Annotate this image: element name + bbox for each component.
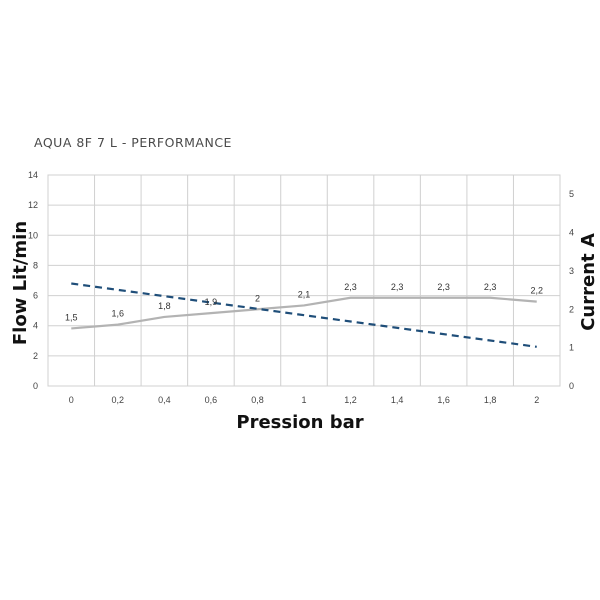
left-axis-ticks: 0 2 4 6 8 10 12 14 (28, 170, 38, 391)
x-tick-label: 2 (534, 395, 539, 405)
right-tick-label: 1 (569, 343, 574, 353)
x-tick-label: 0,6 (205, 395, 218, 405)
data-label: 2,3 (344, 282, 357, 292)
data-labels: 1,5 1,6 1,8 1,9 2 2,1 2,3 2,3 2,3 2,3 2,2 (65, 282, 543, 323)
data-label: 2,1 (298, 289, 311, 299)
data-label: 1,9 (205, 297, 218, 307)
right-tick-label: 4 (569, 228, 574, 238)
x-tick-label: 0,4 (158, 395, 171, 405)
x-tick-label: 1,4 (391, 395, 404, 405)
right-axis-ticks: 0 1 2 3 4 5 (569, 189, 574, 391)
chart-title: AQUA 8F 7 L - PERFORMANCE (34, 135, 232, 150)
x-tick-label: 0,2 (112, 395, 125, 405)
right-tick-label: 5 (569, 189, 574, 199)
left-tick-label: 6 (33, 291, 38, 301)
x-tick-label: 1,8 (484, 395, 497, 405)
data-label: 1,8 (158, 301, 171, 311)
y2-axis-title: Current A (578, 233, 599, 331)
right-tick-label: 0 (569, 381, 574, 391)
flow-series-line (71, 282, 537, 348)
y-axis-title: Flow Lit/min (10, 221, 31, 345)
right-tick-label: 2 (569, 304, 574, 314)
left-tick-label: 10 (28, 230, 38, 240)
x-axis-title: Pression bar (236, 412, 363, 433)
x-tick-label: 1,6 (437, 395, 450, 405)
x-tick-label: 1,2 (344, 395, 357, 405)
left-tick-label: 4 (33, 321, 38, 331)
left-tick-label: 0 (33, 381, 38, 391)
data-label: 1,6 (112, 309, 125, 319)
x-tick-label: 0,8 (251, 395, 264, 405)
left-tick-label: 2 (33, 351, 38, 361)
data-label: 2 (255, 293, 260, 303)
grid (47, 174, 561, 387)
data-label: 1,5 (65, 312, 78, 322)
left-tick-label: 14 (28, 170, 38, 180)
data-label: 2,2 (530, 286, 543, 296)
x-axis-ticks: 0 0,2 0,4 0,6 0,8 1 1,2 1,4 1,6 1,8 2 (69, 395, 539, 405)
data-label: 2,3 (437, 282, 450, 292)
data-label: 2,3 (391, 282, 404, 292)
left-tick-label: 8 (33, 260, 38, 270)
right-tick-label: 3 (569, 266, 574, 276)
plot-frame (47, 174, 561, 387)
x-tick-label: 1 (301, 395, 306, 405)
series-lines (71, 282, 537, 348)
data-label: 2,3 (484, 282, 497, 292)
current-series-line (71, 296, 537, 330)
x-tick-label: 0 (69, 395, 74, 405)
left-tick-label: 12 (28, 200, 38, 210)
